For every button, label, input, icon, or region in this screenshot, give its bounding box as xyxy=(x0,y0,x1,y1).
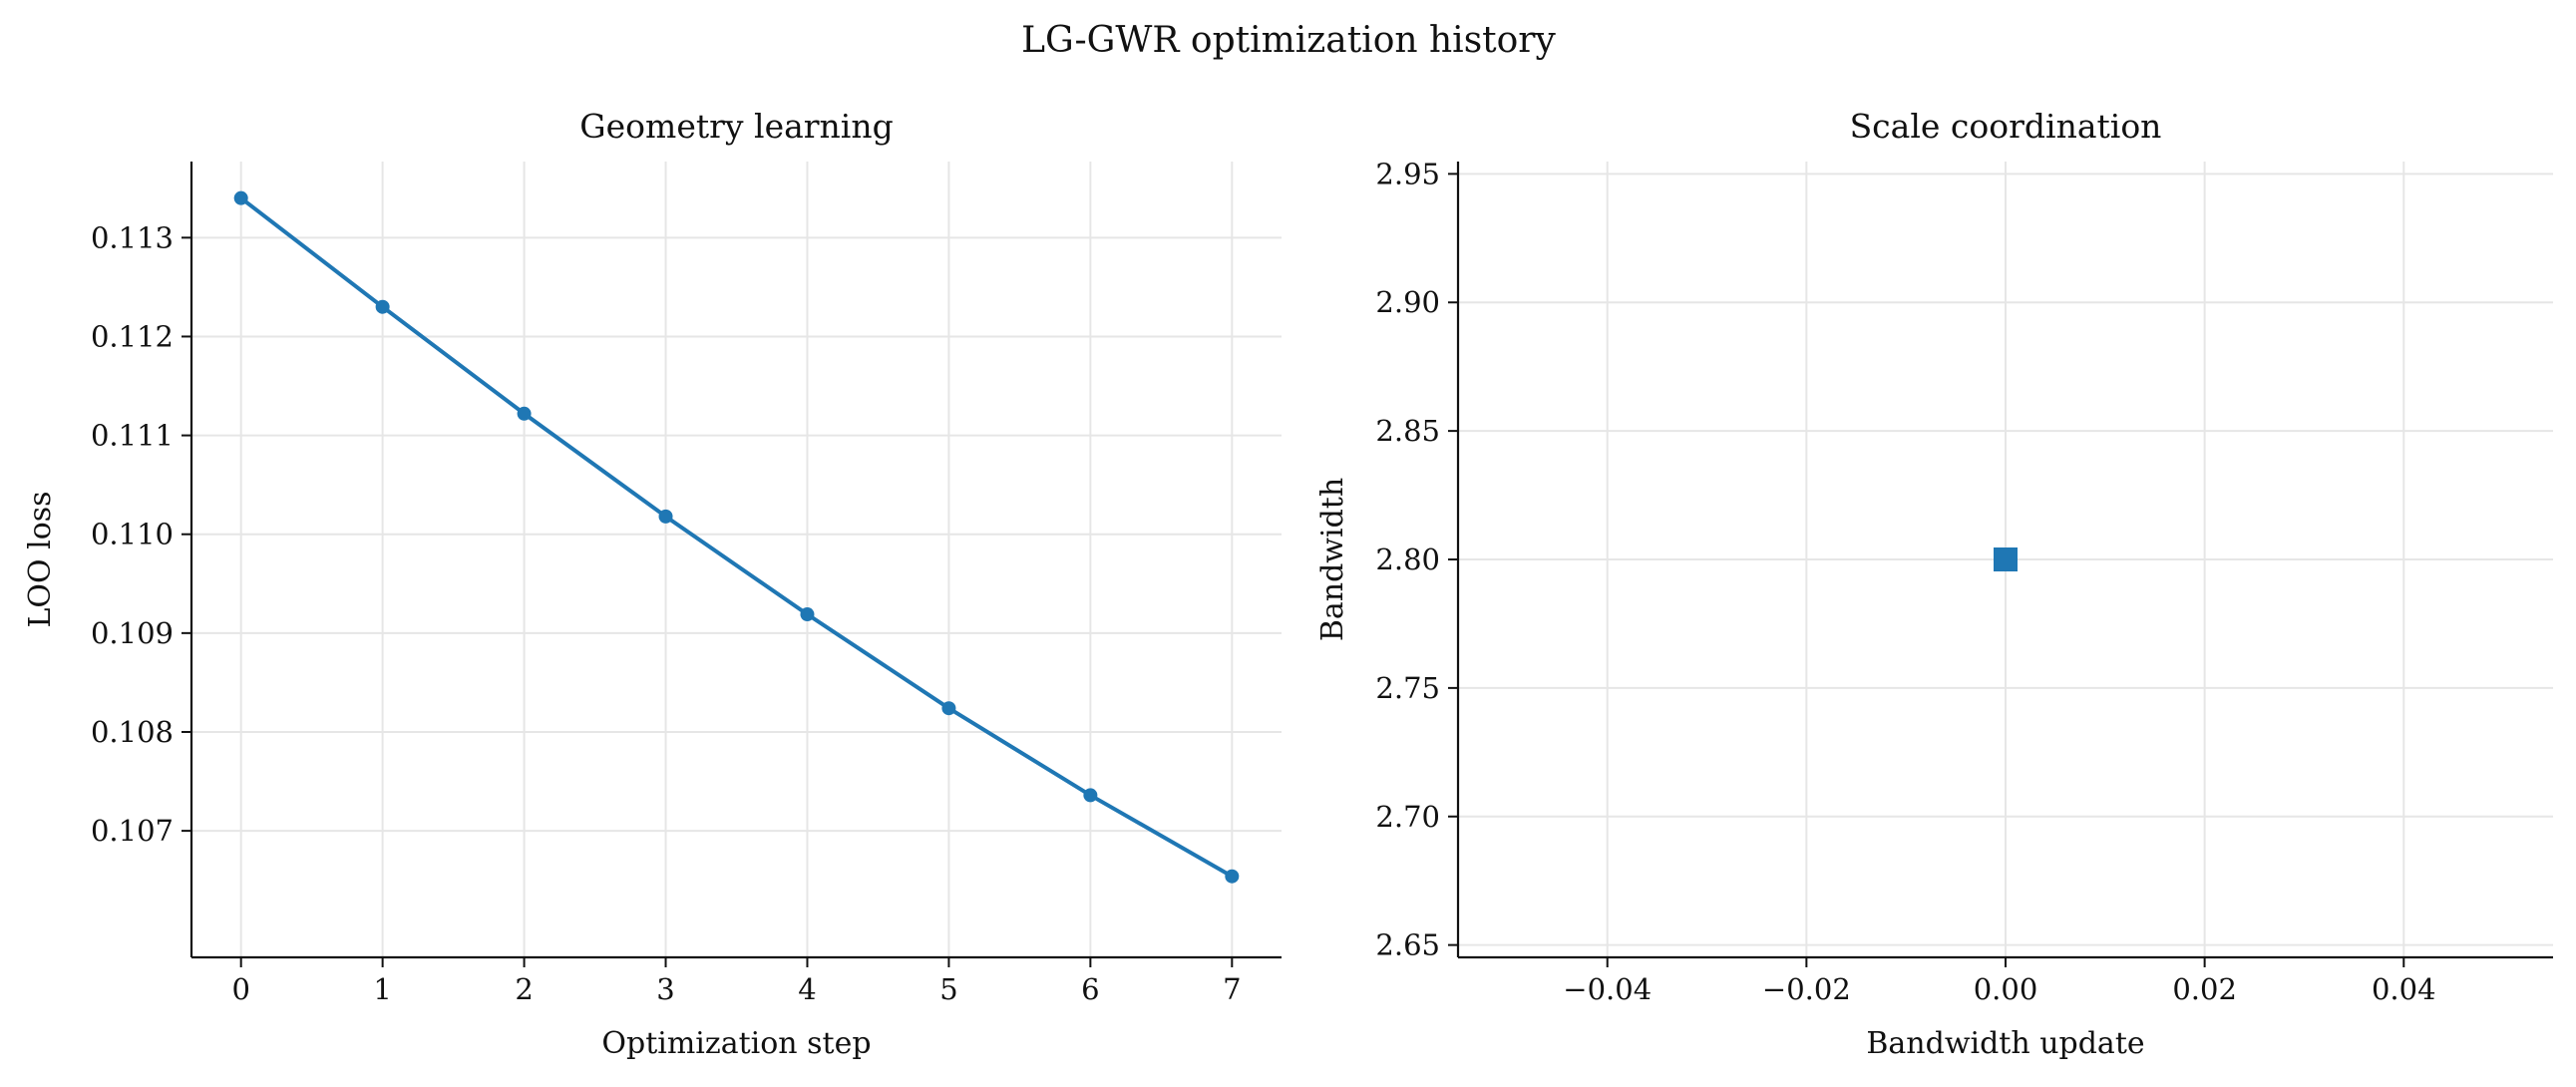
chart-title: Geometry learning xyxy=(579,107,893,146)
y-tick-label: 2.65 xyxy=(1375,928,1440,962)
x-tick-label: 5 xyxy=(939,972,957,1006)
x-axis-label: Bandwidth update xyxy=(1866,1026,2144,1061)
chart-title: Scale coordination xyxy=(1850,107,2162,146)
data-point xyxy=(375,299,390,314)
y-tick-label: 2.70 xyxy=(1375,800,1440,834)
data-point xyxy=(233,190,248,205)
data-point xyxy=(658,509,673,524)
x-tick-label: 0 xyxy=(231,972,249,1006)
x-tick-label: 6 xyxy=(1081,972,1099,1006)
data-point xyxy=(1994,547,2018,571)
y-tick-label: 2.90 xyxy=(1375,285,1440,319)
y-tick-label: 0.109 xyxy=(91,616,174,650)
y-axis-label: LOO loss xyxy=(23,491,58,627)
figure-title: LG-GWR optimization history xyxy=(1021,20,1556,61)
y-tick-label: 0.110 xyxy=(91,518,174,551)
x-tick-label: −0.04 xyxy=(1563,972,1652,1006)
x-tick-label: 0.00 xyxy=(1974,972,2038,1006)
x-tick-label: 0.04 xyxy=(2372,972,2436,1006)
y-tick-label: 2.85 xyxy=(1375,414,1440,448)
y-axis-label: Bandwidth xyxy=(1315,478,1350,641)
y-tick-label: 2.80 xyxy=(1375,543,1440,576)
data-point xyxy=(800,607,815,622)
panels: 0 1 2 3 4 5 6 7 0.107 0.108 0.109 0.110 0.111 0.112 0.… xyxy=(23,107,2553,1061)
x-tick-label: 2 xyxy=(515,972,533,1006)
x-tick-label: 3 xyxy=(656,972,674,1006)
x-tick-label: 4 xyxy=(798,972,816,1006)
chart-panel-0: 0 1 2 3 4 5 6 7 0.107 0.108 0.109 0.110 0.111 0.112 0.… xyxy=(23,107,1282,1061)
y-tick-label: 0.113 xyxy=(91,220,174,254)
data-point xyxy=(517,406,532,421)
chart-panel-1: −0.04 −0.02 0.00 0.02 0.04 2.65 2.70 2.75 2.80 2.… xyxy=(1315,107,2553,1061)
data-point xyxy=(941,701,956,716)
x-tick-label: 7 xyxy=(1223,972,1241,1006)
y-tick-label: 0.108 xyxy=(91,715,174,749)
x-axis-label: Optimization step xyxy=(601,1026,871,1061)
data-point xyxy=(1225,869,1240,884)
x-tick-label: 0.02 xyxy=(2172,972,2237,1006)
y-tick-label: 2.95 xyxy=(1375,157,1440,190)
y-tick-label: 0.112 xyxy=(91,319,174,353)
y-tick-label: 2.75 xyxy=(1375,671,1440,705)
series-line xyxy=(239,196,1234,879)
x-tick-label: −0.02 xyxy=(1762,972,1851,1006)
y-tick-label: 0.107 xyxy=(91,814,174,848)
data-point xyxy=(1083,788,1098,803)
y-tick-label: 0.111 xyxy=(91,419,174,453)
x-tick-label: 1 xyxy=(373,972,391,1006)
